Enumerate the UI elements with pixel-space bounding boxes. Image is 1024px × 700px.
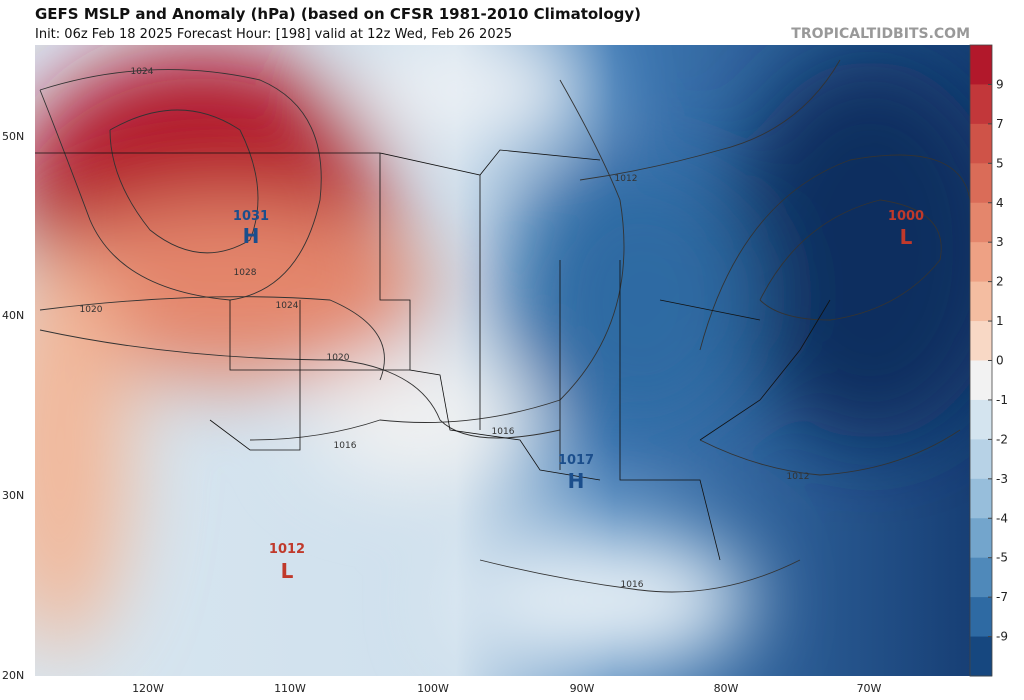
map-area [35, 45, 970, 676]
center-value: 1017 [558, 453, 594, 468]
colorbar-label: -7 [996, 590, 1008, 604]
pressure-centers: 1031 H 1000 L 1017 H 1012 L [233, 209, 924, 583]
colorbar-label: -3 [996, 472, 1008, 486]
axis-labels: 50N 40N 30N 20N 120W 110W 100W 90W 80W 7… [2, 130, 882, 695]
colorbar-swatch [970, 439, 992, 480]
latitude-label: 40N [2, 309, 24, 322]
colorbar-swatch [970, 557, 992, 598]
colorbar-swatch [970, 360, 992, 401]
latitude-label: 30N [2, 489, 24, 502]
colorbar: 9 7 5 4 3 2 1 0 -1 -2 -3 -4 -5 -7 -9 [969, 44, 1008, 677]
colorbar-swatch [970, 242, 992, 283]
colorbar-swatch [970, 518, 992, 559]
contour-label: 1024 [276, 301, 299, 311]
latitude-label: 20N [2, 669, 24, 682]
longitude-label: 100W [417, 682, 449, 695]
colorbar-swatch [970, 478, 992, 519]
colorbar-label: 0 [996, 354, 1004, 368]
center-symbol: L [900, 225, 913, 249]
title: GEFS MSLP and Anomaly (hPa) (based on CF… [35, 5, 641, 23]
longitude-label: 90W [570, 682, 595, 695]
colorbar-swatch [970, 597, 992, 638]
colorbar-label: 2 [996, 275, 1004, 289]
contour-label: 1012 [787, 472, 810, 482]
center-value: 1031 [233, 209, 269, 224]
subtitle: Init: 06z Feb 18 2025 Forecast Hour: [19… [35, 27, 512, 42]
watermark: TROPICALTIDBITS.COM [791, 26, 970, 42]
contour-label: 1012 [615, 174, 638, 184]
colorbar-label: 1 [996, 314, 1004, 328]
colorbar-label: -1 [996, 393, 1008, 407]
colorbar-swatch [970, 202, 992, 243]
colorbar-label: 9 [996, 77, 1004, 91]
longitude-label: 120W [132, 682, 164, 695]
center-symbol: H [243, 224, 260, 248]
center-value: 1012 [269, 542, 305, 557]
center-value: 1000 [888, 209, 924, 224]
colorbar-swatch [970, 45, 992, 85]
colorbar-swatch [970, 321, 992, 361]
contour-label: 1016 [334, 441, 357, 451]
colorbar-label: 7 [996, 117, 1004, 131]
contour-label: 1028 [234, 268, 257, 278]
longitude-label: 110W [274, 682, 306, 695]
longitude-label: 80W [714, 682, 739, 695]
colorbar-label: -5 [996, 551, 1008, 565]
center-symbol: H [568, 469, 585, 493]
colorbar-label: -9 [996, 630, 1008, 644]
colorbar-swatch [970, 123, 992, 164]
colorbar-label: -2 [996, 432, 1008, 446]
colorbar-swatch [970, 163, 992, 204]
center-symbol: L [281, 559, 294, 583]
contour-labels: 1024 1028 1024 1020 1020 1016 1016 1012 … [80, 67, 810, 590]
contour-label: 1016 [492, 427, 515, 437]
colorbar-label: 3 [996, 235, 1004, 249]
boundaries [35, 149, 831, 561]
colorbar-swatch [970, 399, 992, 440]
latitude-label: 50N [2, 130, 24, 143]
colorbar-swatch [970, 281, 992, 322]
contour-label: 1020 [327, 353, 350, 363]
longitude-label: 70W [857, 682, 882, 695]
contour-label: 1020 [80, 305, 103, 315]
colorbar-label: -4 [996, 511, 1008, 525]
contour-label: 1016 [621, 580, 644, 590]
contour-label: 1024 [131, 67, 154, 77]
colorbar-label: 4 [996, 196, 1004, 210]
colorbar-swatch [970, 84, 992, 125]
colorbar-swatch [970, 636, 992, 677]
colorbar-label: 5 [996, 156, 1004, 170]
